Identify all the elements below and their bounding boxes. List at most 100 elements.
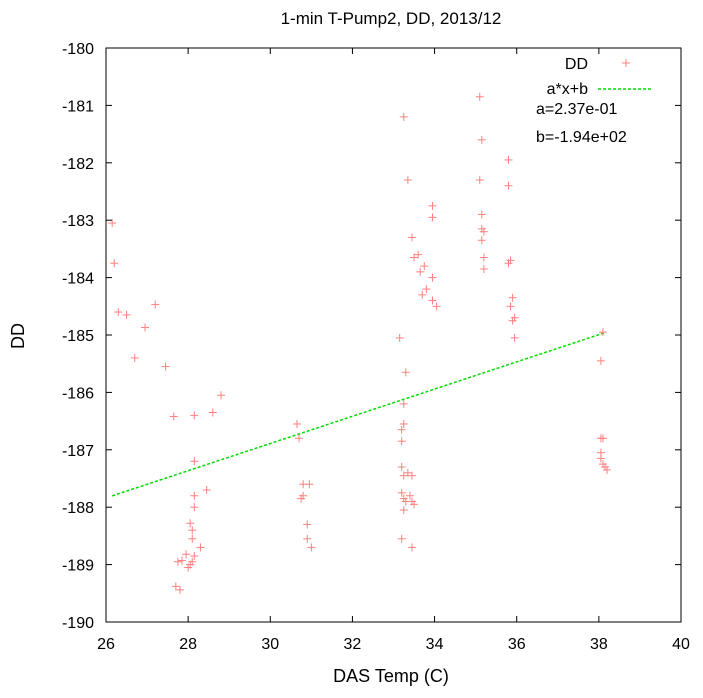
data-point bbox=[598, 328, 607, 337]
data-point bbox=[510, 333, 519, 342]
data-point bbox=[506, 256, 515, 265]
data-point bbox=[399, 506, 408, 515]
y-tick-label: -182 bbox=[62, 156, 94, 173]
x-tick-label: 26 bbox=[97, 636, 115, 653]
data-point bbox=[305, 480, 314, 489]
data-point bbox=[295, 434, 304, 443]
y-axis-label: DD bbox=[8, 323, 28, 349]
data-point bbox=[188, 534, 197, 543]
y-tick-label: -190 bbox=[62, 615, 94, 632]
data-point bbox=[190, 491, 199, 500]
data-point bbox=[171, 582, 180, 591]
data-point bbox=[407, 543, 416, 552]
data-point bbox=[407, 471, 416, 480]
data-point bbox=[422, 285, 431, 294]
data-point bbox=[399, 471, 408, 480]
data-point bbox=[403, 176, 412, 185]
data-point bbox=[110, 259, 119, 268]
data-point bbox=[479, 253, 488, 262]
data-point bbox=[428, 296, 437, 305]
data-point bbox=[188, 557, 197, 566]
data-point bbox=[217, 391, 225, 400]
data-point bbox=[410, 500, 419, 509]
y-tick-label: -186 bbox=[62, 385, 94, 402]
data-point bbox=[596, 356, 605, 365]
data-point bbox=[177, 556, 186, 565]
data-point bbox=[196, 543, 205, 552]
data-point bbox=[175, 585, 184, 594]
data-point bbox=[510, 313, 519, 322]
x-tick-label: 28 bbox=[179, 636, 197, 653]
data-point bbox=[428, 213, 437, 222]
data-point bbox=[428, 201, 437, 210]
data-point bbox=[169, 412, 178, 421]
data-point bbox=[182, 550, 191, 559]
data-point bbox=[403, 468, 412, 477]
data-point bbox=[397, 425, 406, 434]
data-point bbox=[395, 333, 404, 342]
plot-area bbox=[108, 92, 612, 594]
data-point bbox=[475, 92, 484, 101]
data-point bbox=[407, 233, 416, 242]
data-point bbox=[190, 551, 199, 560]
data-point bbox=[477, 210, 486, 219]
data-point bbox=[477, 135, 486, 144]
x-tick-label: 34 bbox=[426, 636, 444, 653]
data-point bbox=[399, 419, 408, 428]
data-point bbox=[405, 491, 414, 500]
data-point bbox=[475, 176, 484, 185]
data-point bbox=[190, 503, 199, 512]
y-axis: -180 -181 -182 -183 -184 -185 -186 -187 -188 -189… bbox=[62, 41, 681, 632]
data-point bbox=[190, 457, 199, 466]
data-point bbox=[410, 253, 419, 262]
x-axis: 26 28 30 32 34 36 38 40 bbox=[97, 48, 690, 653]
data-point bbox=[418, 290, 427, 299]
data-point bbox=[303, 534, 312, 543]
y-tick-label: -185 bbox=[62, 328, 94, 345]
annotation-a: a=2.37e-01 bbox=[536, 101, 618, 118]
data-point bbox=[130, 353, 139, 362]
data-point bbox=[414, 250, 423, 259]
data-point bbox=[508, 293, 517, 302]
y-tick-label: -187 bbox=[62, 443, 94, 460]
data-point bbox=[397, 488, 406, 497]
data-point bbox=[292, 419, 301, 428]
data-point bbox=[188, 526, 197, 535]
data-point bbox=[598, 434, 607, 443]
y-tick-label: -188 bbox=[62, 500, 94, 517]
y-tick-label: -181 bbox=[62, 98, 94, 115]
data-point bbox=[432, 302, 441, 311]
data-point bbox=[208, 408, 217, 417]
x-tick-label: 36 bbox=[508, 636, 526, 653]
x-axis-label: DAS Temp (C) bbox=[333, 666, 449, 686]
x-tick-label: 30 bbox=[261, 636, 279, 653]
data-point bbox=[190, 411, 199, 420]
chart-title: 1-min T-Pump2, DD, 2013/12 bbox=[281, 9, 502, 28]
data-point bbox=[122, 310, 131, 319]
legend-marker-dd bbox=[622, 59, 630, 67]
annotation-b: b=-1.94e+02 bbox=[536, 129, 627, 146]
data-point bbox=[420, 262, 429, 271]
data-point bbox=[399, 112, 408, 121]
data-point bbox=[416, 267, 425, 276]
data-point bbox=[401, 368, 410, 377]
data-point bbox=[173, 557, 182, 566]
y-tick-label: -183 bbox=[62, 213, 94, 230]
y-tick-label: -180 bbox=[62, 41, 94, 58]
x-tick-label: 40 bbox=[672, 636, 690, 653]
x-tick-label: 38 bbox=[590, 636, 608, 653]
data-point bbox=[202, 485, 211, 494]
data-point bbox=[479, 227, 488, 236]
legend-label-fit: a*x+b bbox=[547, 81, 588, 98]
data-point bbox=[477, 236, 486, 245]
data-point bbox=[397, 437, 406, 446]
y-tick-label: -189 bbox=[62, 558, 94, 575]
legend-label-dd: DD bbox=[565, 56, 588, 73]
data-point bbox=[307, 543, 316, 552]
data-point bbox=[397, 534, 406, 543]
legend: DD a*x+b a=2.37e-01 b=-1.94e+02 bbox=[536, 56, 652, 146]
fit-line bbox=[111, 331, 606, 497]
data-point bbox=[114, 308, 123, 317]
data-point bbox=[303, 520, 312, 529]
data-point bbox=[603, 465, 612, 474]
